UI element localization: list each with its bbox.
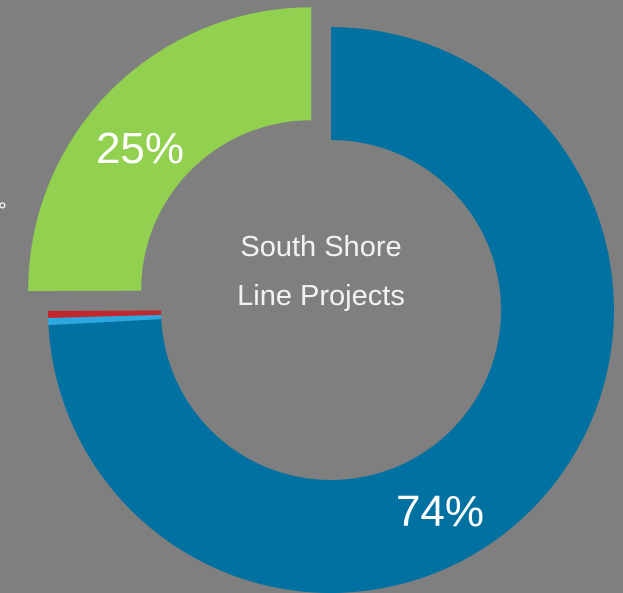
center-label-line-2: Line Projects <box>237 280 405 312</box>
donut-slice-0 <box>48 27 614 593</box>
slice-label-74: 74% <box>396 487 484 536</box>
slice-label-25: 25% <box>96 124 184 173</box>
donut-slices <box>28 7 614 593</box>
donut-slice-1 <box>48 314 162 326</box>
donut-slice-2 <box>48 310 162 319</box>
center-label-line-1: South Shore <box>240 231 401 263</box>
cutoff-edge-glyph: ° <box>0 198 7 223</box>
donut-slice-3 <box>28 7 312 292</box>
